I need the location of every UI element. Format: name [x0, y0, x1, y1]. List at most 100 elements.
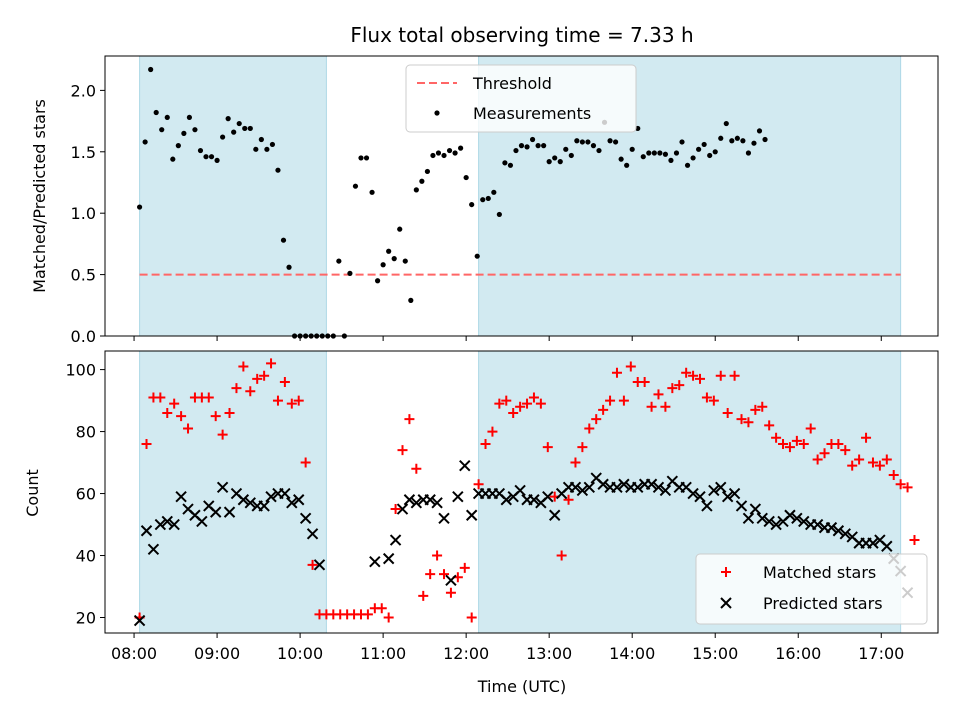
measurement-point [424, 168, 431, 175]
measurement-point [673, 150, 680, 156]
matched-stars-point [591, 414, 602, 425]
measurement-point [640, 154, 646, 160]
measurement-point [762, 136, 768, 143]
bottom-legend-box [695, 553, 928, 625]
matched-stars-point [522, 398, 533, 409]
matched-stars-point [819, 448, 830, 459]
measurement-point [618, 156, 624, 162]
predicted-stars-point [645, 478, 658, 490]
measurement-point [607, 138, 613, 144]
measurement-point [374, 278, 381, 284]
matched-stars-point [466, 612, 477, 623]
matched-stars-point [778, 438, 789, 449]
matched-stars-point [854, 454, 865, 465]
predicted-stars-point [542, 490, 554, 503]
measurement-point [430, 152, 436, 159]
predicted-stars-point [694, 490, 706, 503]
matched-stars-point [598, 404, 609, 415]
matched-stars-point [701, 392, 712, 403]
predicted-stars-point [431, 497, 443, 509]
matched-stars-point [300, 457, 311, 468]
measurement-point [701, 141, 707, 148]
matched-stars-point [556, 550, 567, 561]
measurement-point [541, 143, 547, 149]
legend-predicted-stars-label: Predicted stars [763, 594, 883, 613]
measurement-point [524, 144, 530, 150]
matched-stars-point [895, 479, 906, 490]
top-y-axis-label: Matched/Predicted stars [30, 99, 49, 293]
measurement-point [231, 129, 237, 135]
predicted-stars-point [299, 512, 312, 525]
top-legend-box [405, 64, 637, 133]
measurement-point [413, 187, 419, 193]
bottom-y-tick-label: 100 [65, 361, 96, 380]
measurement-point [247, 125, 253, 132]
measurement-point [197, 147, 204, 154]
measurement-point [574, 138, 580, 144]
predicted-stars-point [286, 497, 298, 509]
matched-stars-point [279, 376, 290, 387]
matched-stars-point [141, 438, 152, 449]
matched-stars-point [667, 383, 678, 394]
predicted-stars-point [196, 515, 208, 528]
matched-stars-point [411, 463, 422, 474]
measurement-point [707, 152, 713, 159]
measurement-point [402, 258, 408, 264]
measurement-point [170, 156, 176, 162]
matched-stars-point [791, 435, 802, 446]
matched-stars-point [376, 603, 387, 614]
measurement-point [485, 195, 491, 202]
predicted-stars-point [784, 509, 796, 521]
measurement-point [236, 120, 242, 127]
predicted-stars-point [424, 494, 436, 506]
predicted-stars-point [382, 552, 395, 565]
measurement-point [386, 248, 392, 254]
measurement-point [651, 150, 657, 156]
predicted-stars-point [721, 490, 734, 503]
legend-threshold-label: Threshold [472, 74, 552, 93]
measurement-point [756, 128, 763, 134]
matched-stars-point [757, 401, 768, 412]
predicted-stars-point [549, 509, 561, 521]
matched-stars-point [397, 445, 408, 456]
measurement-point [529, 136, 536, 143]
measurement-point [452, 150, 458, 156]
predicted-stars-point [659, 484, 672, 497]
matched-stars-point [909, 535, 920, 546]
predicted-stars-point [749, 503, 762, 515]
measurement-point [679, 139, 685, 145]
bottom-panel: 20 40 60 80 100 08:00 09:00 10:00 11:00 12:00 13:0… [65, 350, 939, 663]
matched-stars-point [625, 361, 636, 372]
predicted-stars-point [881, 540, 893, 552]
predicted-stars-point [756, 512, 768, 525]
predicted-stars-point [652, 481, 665, 494]
matched-stars-point [266, 358, 277, 369]
predicted-stars-point [742, 512, 755, 525]
predicted-stars-point [715, 481, 727, 494]
measurement-point [718, 135, 724, 141]
predicted-stars-point [175, 490, 187, 503]
measurement-point [502, 160, 508, 166]
predicted-stars-point [825, 521, 838, 534]
predicted-stars-point [244, 497, 256, 509]
measurement-point [596, 147, 602, 154]
matched-stars-point [439, 569, 450, 580]
measurement-point [397, 226, 403, 232]
predicted-stars-point [708, 484, 720, 497]
predicted-stars-point [258, 500, 270, 512]
measurement-point [629, 146, 635, 152]
top-y-tick-label: 0.0 [71, 327, 96, 346]
x-tick-label: 15:00 [692, 644, 738, 663]
legend-predicted-stars-swatch [720, 597, 732, 609]
matched-stars-point [404, 414, 415, 425]
matched-stars-point [259, 370, 270, 381]
predicted-stars-point [832, 525, 845, 537]
matched-stars-point [660, 401, 671, 412]
matched-stars-point [210, 411, 221, 422]
measurement-point [419, 178, 425, 184]
legend-matched-stars-swatch [721, 567, 731, 577]
matched-stars-point [902, 482, 913, 493]
predicted-stars-point [811, 518, 824, 531]
matched-stars-point [487, 426, 498, 437]
measurement-point [729, 138, 735, 144]
